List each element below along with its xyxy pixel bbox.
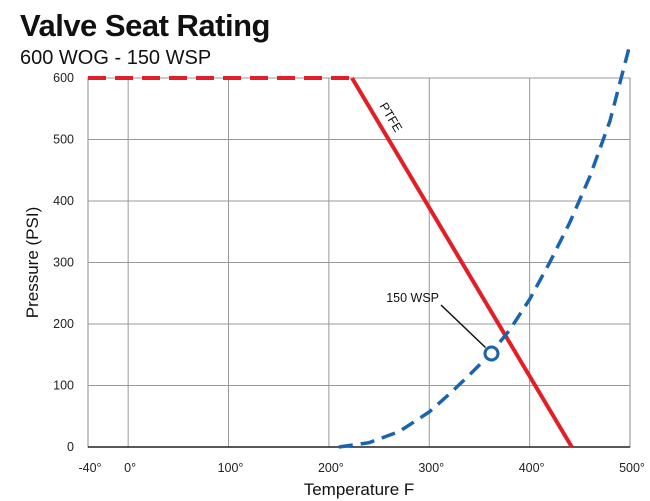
series-layer	[88, 43, 632, 449]
y-tick-label: 500	[53, 133, 74, 147]
y-tick-label: 200	[53, 317, 74, 331]
wsp-marker	[483, 345, 500, 362]
chart-title: Valve Seat Rating	[20, 8, 270, 43]
wsp-leader-line	[440, 304, 487, 349]
grid	[87, 77, 631, 448]
y-axis-title: Pressure (PSI)	[23, 207, 42, 318]
y-tick-label: 400	[53, 194, 74, 208]
x-tick-label: 400°	[519, 461, 545, 475]
ptfe-line-solid	[350, 76, 574, 449]
x-tick-label: 100°	[218, 461, 244, 475]
x-tick-label: 0°	[124, 461, 136, 475]
y-tick-label: 600	[53, 71, 74, 85]
x-tick-label: 500°	[619, 461, 645, 475]
y-tick-label: 0	[67, 440, 74, 454]
tick-labels: 0 100 200 300 400 500 600 -40° 0° 100° 200° 300° 400…	[53, 71, 645, 475]
x-tick-label: 300°	[418, 461, 444, 475]
y-tick-label: 100	[53, 379, 74, 393]
wsp-curve	[338, 43, 632, 449]
wsp-label: 150 WSP	[386, 291, 439, 305]
chart-subtitle: 600 WOG - 150 WSP	[20, 47, 212, 69]
x-tick-label: -40°	[78, 461, 101, 475]
y-tick-label: 300	[53, 256, 74, 270]
x-axis-title: Temperature F	[304, 480, 415, 499]
x-tick-label: 200°	[318, 461, 344, 475]
